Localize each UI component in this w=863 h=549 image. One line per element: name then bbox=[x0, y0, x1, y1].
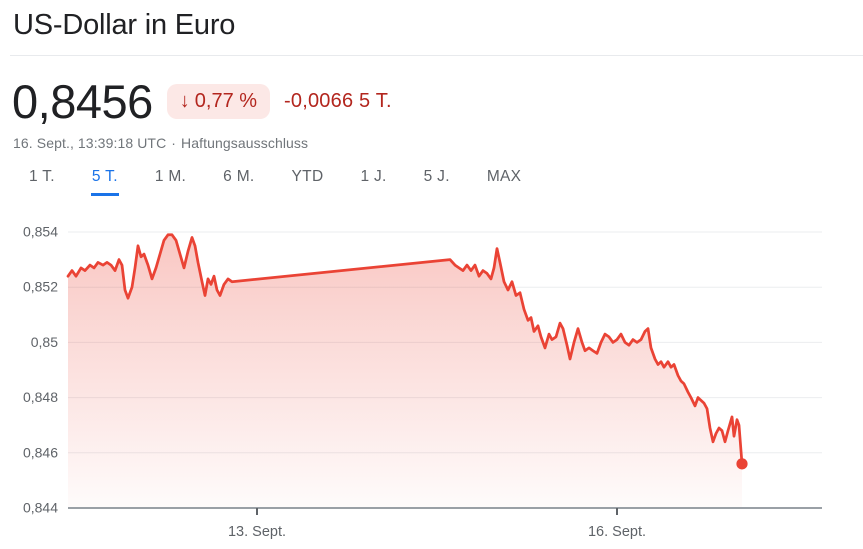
endpoint-dot bbox=[736, 458, 748, 470]
y-tick-label: 0,854 bbox=[23, 224, 58, 240]
tab-1t[interactable]: 1 T. bbox=[28, 166, 56, 196]
price-chart[interactable]: 0,854 0,852 0,85 0,848 0,846 0,844 13. Sept. 16… bbox=[0, 210, 863, 549]
change-percent-value: 0,77 % bbox=[194, 89, 258, 112]
area-fill bbox=[68, 234, 742, 509]
tab-1m[interactable]: 1 M. bbox=[154, 166, 187, 196]
change-percent-badge: ↓ 0,77 % bbox=[166, 83, 271, 119]
y-tick-label: 0,852 bbox=[23, 279, 58, 295]
page-title: US-Dollar in Euro bbox=[13, 9, 236, 41]
chart-canvas[interactable]: 0,854 0,852 0,85 0,848 0,846 0,844 13. Sept. 16… bbox=[0, 210, 863, 549]
tab-1j[interactable]: 1 J. bbox=[359, 166, 387, 196]
y-tick-label: 0,844 bbox=[23, 500, 58, 516]
header-divider bbox=[10, 55, 863, 56]
timestamp: 16. Sept., 13:39:18 UTC bbox=[13, 135, 167, 151]
tab-6m[interactable]: 6 M. bbox=[222, 166, 255, 196]
tab-ytd[interactable]: YTD bbox=[291, 166, 325, 196]
y-tick-label: 0,848 bbox=[23, 389, 58, 405]
x-tick-label: 13. Sept. bbox=[228, 524, 286, 540]
price-line bbox=[66, 233, 744, 466]
tab-5j[interactable]: 5 J. bbox=[423, 166, 451, 196]
tab-max[interactable]: MAX bbox=[486, 166, 523, 196]
time-range-tabs: 1 T. 5 T. 1 M. 6 M. YTD 1 J. 5 J. MAX bbox=[28, 166, 522, 196]
change-absolute: -0,0066 5 T. bbox=[284, 89, 392, 112]
current-price: 0,8456 bbox=[12, 74, 153, 128]
y-tick-label: 0,846 bbox=[23, 444, 58, 460]
quote-meta: 16. Sept., 13:39:18 UTC · Haftungsausschlu… bbox=[13, 135, 308, 151]
tab-5t[interactable]: 5 T. bbox=[90, 166, 119, 196]
x-tick-label: 16. Sept. bbox=[588, 524, 646, 540]
arrow-down-icon: ↓ bbox=[179, 89, 190, 112]
disclaimer-link[interactable]: Haftungsausschluss bbox=[181, 135, 309, 151]
separator-dot: · bbox=[171, 135, 177, 151]
y-tick-label: 0,85 bbox=[31, 334, 58, 350]
price-row: 0,8456 ↓ 0,77 % -0,0066 5 T. bbox=[12, 74, 392, 128]
